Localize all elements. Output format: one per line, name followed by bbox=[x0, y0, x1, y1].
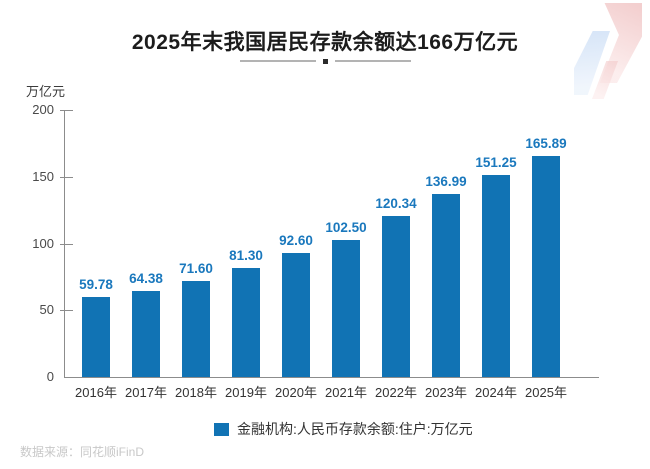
x-tick-label: 2018年 bbox=[175, 385, 217, 400]
bar bbox=[482, 175, 510, 377]
title-divider bbox=[0, 56, 650, 66]
bar-value-label: 71.60 bbox=[179, 261, 213, 277]
y-tick-label: 0 bbox=[46, 369, 54, 384]
bar bbox=[382, 216, 410, 377]
bar bbox=[82, 297, 110, 377]
y-tick-label: 100 bbox=[32, 236, 54, 251]
y-tick-label: 50 bbox=[39, 302, 54, 317]
x-tick-label: 2021年 bbox=[325, 385, 367, 400]
bar-value-label: 151.25 bbox=[475, 155, 517, 171]
bar bbox=[232, 268, 260, 377]
bar-value-label: 92.60 bbox=[279, 233, 313, 249]
bar-value-label: 165.89 bbox=[525, 135, 567, 151]
y-tick-label: 200 bbox=[32, 102, 54, 117]
x-tick-label: 2019年 bbox=[225, 385, 267, 400]
x-axis-line bbox=[64, 377, 599, 378]
x-tick-label: 2017年 bbox=[125, 385, 167, 400]
bar bbox=[132, 291, 160, 377]
bar-value-label: 120.34 bbox=[375, 196, 417, 212]
bar-value-label: 81.30 bbox=[229, 248, 263, 264]
divider-dot bbox=[322, 58, 328, 64]
y-tick-mark bbox=[60, 110, 73, 111]
x-tick-label: 2024年 bbox=[475, 385, 517, 400]
y-tick-label: 150 bbox=[32, 169, 54, 184]
bar-value-label: 136.99 bbox=[425, 174, 467, 190]
chart-title: 2025年末我国居民存款余额达166万亿元 bbox=[131, 31, 519, 54]
y-axis-unit-label: 万亿元 bbox=[26, 84, 66, 99]
x-tick-label: 2022年 bbox=[375, 385, 417, 400]
y-axis-line bbox=[64, 110, 65, 377]
bar bbox=[282, 253, 310, 377]
legend-swatch bbox=[214, 422, 229, 436]
divider-line-right bbox=[334, 60, 411, 62]
y-tick-mark bbox=[60, 244, 73, 245]
bar bbox=[332, 240, 360, 377]
bar-value-label: 64.38 bbox=[129, 271, 163, 287]
x-tick-label: 2016年 bbox=[75, 385, 117, 400]
x-tick-label: 2020年 bbox=[275, 385, 317, 400]
x-tick-label: 2025年 bbox=[525, 385, 567, 400]
divider-line-left bbox=[239, 60, 316, 62]
bar-value-label: 102.50 bbox=[325, 220, 367, 236]
legend: 金融机构:人民币存款余额:住户:万亿元 bbox=[214, 419, 473, 439]
x-tick-label: 2023年 bbox=[425, 385, 467, 400]
bar-value-label: 59.78 bbox=[79, 277, 113, 293]
bar bbox=[182, 281, 210, 377]
data-source-note: 数据来源：同花顺iFinD bbox=[20, 445, 145, 459]
bar bbox=[432, 194, 460, 377]
brand-watermark-logo bbox=[572, 3, 644, 99]
y-tick-mark bbox=[60, 177, 73, 178]
legend-label: 金融机构:人民币存款余额:住户:万亿元 bbox=[237, 421, 473, 437]
y-tick-mark bbox=[60, 310, 73, 311]
bar bbox=[532, 155, 560, 377]
